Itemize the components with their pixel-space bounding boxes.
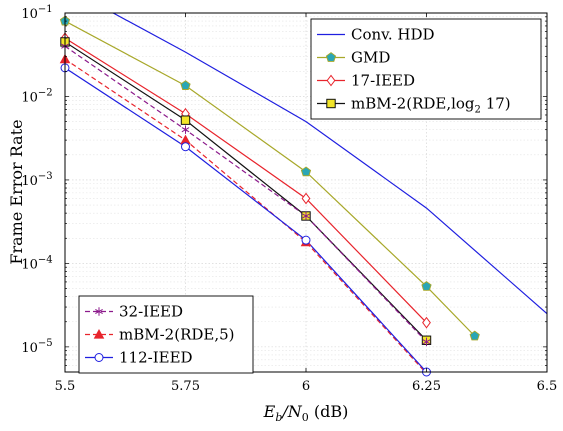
- legend-label: Conv. HDD: [351, 26, 435, 44]
- data-point: [300, 166, 312, 177]
- legend-label: 32-IEED: [119, 303, 183, 321]
- data-point: [325, 52, 337, 62]
- star-stroke: [95, 308, 103, 315]
- y-tick-base: 10: [21, 7, 38, 22]
- y-tick-exponent: −2: [38, 87, 53, 98]
- star-stroke: [422, 339, 431, 345]
- legend-label-after: 17): [481, 95, 511, 113]
- y-tick-base: 10: [21, 341, 38, 356]
- star-stroke: [302, 213, 310, 219]
- x-axis-label: Eb/N0 (dB): [263, 402, 349, 424]
- data-point: [469, 330, 480, 341]
- axis-ticks: 5.5 5.75 6 6.25 6.510−110−210−310−410−5: [21, 4, 557, 394]
- x-tick-label: 6.5: [537, 379, 558, 394]
- x-label-slash-n: /N: [280, 402, 302, 421]
- x-tick-label: 6.25: [412, 379, 441, 394]
- legend-label: 112-IEED: [119, 349, 193, 367]
- legend-label: 17-IEED: [351, 72, 415, 90]
- x-label-e: E: [263, 402, 276, 421]
- data-point: [181, 125, 190, 134]
- y-tick-exponent: −5: [38, 338, 53, 349]
- legend-label-text: 17-IEED: [351, 72, 415, 90]
- y-tick-exponent: −1: [38, 4, 53, 15]
- data-point: [95, 307, 103, 316]
- legend-top-right: Conv. HDD GMD 17-IEED mBM-2(RDE,log2 17): [310, 18, 542, 120]
- x-label-sub-0: 0: [302, 411, 309, 424]
- y-tick-base: 10: [21, 90, 38, 105]
- data-point: [181, 142, 190, 152]
- x-tick-label: 6: [302, 379, 310, 394]
- y-tick-base: 10: [21, 174, 38, 189]
- y-axis-label: Frame Error Rate: [7, 119, 26, 264]
- data-point: [301, 235, 311, 245]
- y-tick-label: 10−4: [21, 254, 52, 272]
- x-tick-label: 5.75: [171, 379, 200, 394]
- legend-label-sub: 2: [475, 105, 481, 116]
- legend-box: [310, 18, 542, 120]
- y-tick-label: 10−5: [21, 338, 52, 356]
- x-label-unit: (dB): [309, 402, 349, 421]
- data-point: [326, 98, 336, 109]
- y-tick-exponent: −3: [38, 171, 53, 182]
- legend-bottom-left: 32-IEED mBM-2(RDE,5) 112-IEED: [78, 295, 254, 374]
- legend-label: mBM-2(RDE,log2 17): [351, 95, 511, 116]
- legend-label-text: GMD: [351, 49, 390, 67]
- y-tick-label: 10−1: [21, 4, 52, 22]
- series-line-0: [110, 13, 547, 315]
- data-point: [422, 337, 431, 347]
- legend-label-text: mBM-2(RDE,5): [119, 326, 235, 344]
- series-line-6: [65, 67, 427, 372]
- series-line-5: [65, 58, 426, 372]
- data-point: [302, 211, 310, 221]
- series-line-2: [65, 37, 427, 324]
- legend-label-text: 112-IEED: [119, 349, 193, 367]
- data-point: [301, 192, 311, 205]
- legend-label-text: Conv. HDD: [351, 26, 435, 44]
- legend-label: mBM-2(RDE,5): [119, 326, 235, 344]
- data-point: [180, 115, 191, 125]
- legend-label-text: mBM-2(RDE,log: [351, 95, 475, 113]
- data-point: [422, 316, 431, 329]
- data-point: [94, 353, 104, 362]
- data-point: [326, 74, 336, 87]
- legend-label-text: 32-IEED: [119, 303, 183, 321]
- legend-label: GMD: [351, 49, 390, 67]
- star-stroke: [181, 127, 190, 133]
- data-point: [421, 281, 432, 291]
- y-tick-exponent: −4: [38, 254, 53, 265]
- data-point: [180, 80, 191, 90]
- y-tick-base: 10: [21, 257, 38, 272]
- x-label-sub-b: b: [275, 411, 282, 424]
- data-point: [93, 329, 105, 339]
- y-tick-label: 10−2: [21, 87, 52, 105]
- legend-box: [78, 295, 254, 374]
- x-tick-label: 5.5: [55, 379, 76, 394]
- series-line-3: [65, 41, 427, 341]
- y-tick-label: 10−3: [21, 171, 52, 189]
- series-line-4: [65, 45, 427, 343]
